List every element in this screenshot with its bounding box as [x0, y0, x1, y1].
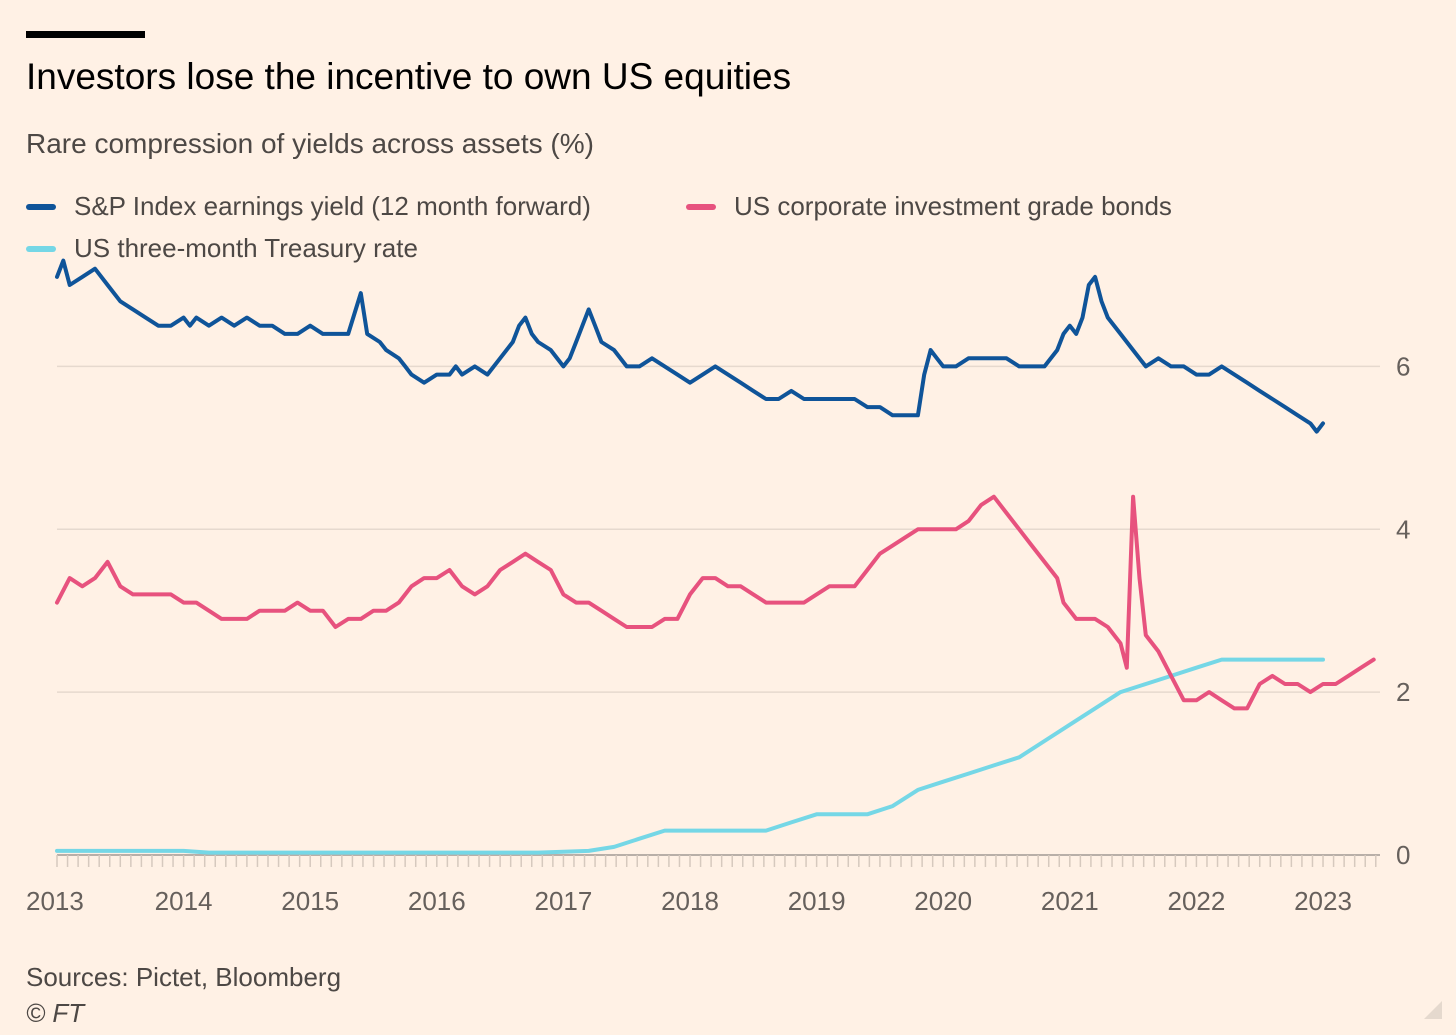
- y-axis-labels: 0 2 4 6: [1396, 351, 1410, 870]
- legend-item-treasury-rate: US three-month Treasury rate: [26, 233, 418, 264]
- legend-swatch: [686, 203, 716, 210]
- series-lines: [55, 258, 1376, 855]
- chart-title: Investors lose the incentive to own US e…: [26, 56, 792, 97]
- series-line-1: [55, 494, 1376, 711]
- x-tick-label: 2020: [914, 886, 972, 916]
- y-tick-label: 2: [1396, 677, 1410, 707]
- legend-swatch: [26, 203, 56, 210]
- x-minor-ticks: [56, 855, 1377, 867]
- x-tick-label: 2023: [1294, 886, 1352, 916]
- chart-subtitle: Rare compression of yields across assets…: [26, 128, 594, 159]
- series-line-2: [55, 657, 1325, 855]
- series-line-0: [55, 258, 1325, 434]
- legend-swatch: [26, 245, 56, 252]
- legend-label: S&P Index earnings yield (12 month forwa…: [74, 191, 591, 221]
- x-tick-label: 2018: [661, 886, 719, 916]
- title-accent-bar: [26, 31, 145, 38]
- resize-corner: [1424, 1001, 1442, 1019]
- source-note: Sources: Pictet, Bloomberg: [26, 962, 342, 992]
- y-tick-label: 4: [1396, 514, 1410, 544]
- legend-item-corporate-bonds: US corporate investment grade bonds: [686, 191, 1172, 222]
- x-tick-label: 2017: [534, 886, 592, 916]
- x-tick-label: 2013: [26, 886, 84, 916]
- x-tick-label: 2014: [155, 886, 213, 916]
- x-axis-labels: 2013 2014 2015 2016 2017 2018 2019 2020 2021 2022…: [26, 886, 1352, 916]
- x-tick-label: 2015: [281, 886, 339, 916]
- x-tick-label: 2021: [1041, 886, 1099, 916]
- legend-label: US three-month Treasury rate: [74, 233, 418, 263]
- y-tick-label: 6: [1396, 351, 1410, 381]
- legend-label: US corporate investment grade bonds: [734, 191, 1172, 221]
- y-tick-label: 0: [1396, 840, 1410, 870]
- gridlines: [57, 365, 1380, 856]
- x-tick-label: 2016: [408, 886, 466, 916]
- legend-item-sp-earnings-yield: S&P Index earnings yield (12 month forwa…: [26, 191, 591, 222]
- x-tick-label: 2022: [1168, 886, 1226, 916]
- copyright: © FT: [26, 998, 85, 1028]
- x-tick-label: 2019: [788, 886, 846, 916]
